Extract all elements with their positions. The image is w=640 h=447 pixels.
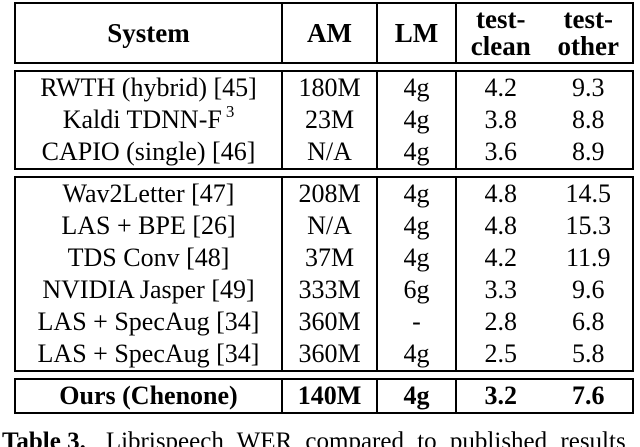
cell-test-other: 5.8: [572, 339, 605, 368]
header-test-clean: test- clean: [470, 4, 531, 61]
cell-test-other: 9.6: [572, 275, 605, 304]
cell-am: 360M: [283, 338, 378, 370]
table-row: LAS + BPE [26] N/A 4g 4.8 15.3: [16, 210, 632, 242]
cell-test-other: 8.9: [572, 137, 605, 166]
cell-test-clean: 3.6: [484, 137, 518, 166]
cell-test-clean: 4.2: [484, 243, 518, 272]
cell-lm: 4g: [378, 338, 457, 370]
cell-test-clean: 4.8: [484, 211, 518, 240]
cell-system: Kaldi TDNN-F 3: [16, 103, 283, 136]
cell-test-other: 8.8: [572, 105, 605, 134]
header-test-columns: test- clean test- other: [457, 4, 632, 62]
header-test-other: test- other: [557, 4, 619, 61]
cell-lm: 4g: [378, 380, 457, 412]
cell-test-clean: 3.2: [484, 381, 518, 410]
cell-test-results: 3.6 8.9: [457, 136, 632, 168]
cell-test-clean: 3.3: [484, 275, 518, 304]
table-row: Ours (Chenone) 140M 4g 3.2 7.6: [16, 380, 632, 412]
cell-test-results: 3.8 8.8: [457, 104, 632, 136]
cell-test-clean: 4.2: [484, 73, 518, 102]
cell-test-results: 4.2 9.3: [457, 72, 632, 104]
cell-system: CAPIO (single) [46]: [16, 136, 283, 168]
cell-test-results: 3.3 9.6: [457, 274, 632, 306]
cell-am: 37M: [283, 242, 378, 274]
cell-test-results: 3.2 7.6: [457, 380, 632, 412]
table-section-ours: Ours (Chenone) 140M 4g 3.2 7.6: [14, 378, 634, 414]
table-row: RWTH (hybrid) [45] 180M 4g 4.2 9.3: [16, 72, 632, 104]
cell-system: LAS + BPE [26]: [16, 210, 283, 242]
table-row: LAS + SpecAug [34] 360M 4g 2.5 5.8: [16, 338, 632, 370]
cell-test-results: 4.8 14.5: [457, 178, 632, 210]
header-am: AM: [283, 4, 378, 62]
cell-system: RWTH (hybrid) [45]: [16, 72, 283, 104]
cell-test-results: 2.8 6.8: [457, 306, 632, 338]
cell-test-other: 11.9: [565, 243, 611, 272]
cell-test-clean: 2.5: [484, 339, 518, 368]
cell-lm: 6g: [378, 274, 457, 306]
cell-system: TDS Conv [48]: [16, 242, 283, 274]
cell-lm: 4g: [378, 104, 457, 136]
cell-test-results: 4.2 11.9: [457, 242, 632, 274]
cell-lm: 4g: [378, 242, 457, 274]
cell-am: N/A: [283, 136, 378, 168]
table-row: TDS Conv [48] 37M 4g 4.2 11.9: [16, 242, 632, 274]
cell-test-other: 15.3: [565, 211, 612, 240]
header-system: System: [16, 4, 283, 62]
cell-lm: -: [378, 306, 457, 338]
cell-test-other: 14.5: [565, 179, 612, 208]
table-row: Kaldi TDNN-F 3 23M 4g 3.8 8.8: [16, 103, 632, 136]
cell-am: 333M: [283, 274, 378, 306]
cell-am: 140M: [283, 380, 378, 412]
cell-system: Ours (Chenone): [16, 380, 283, 412]
cell-system: LAS + SpecAug [34]: [16, 338, 283, 370]
cell-test-other: 7.6: [572, 381, 605, 410]
cell-lm: 4g: [378, 72, 457, 104]
cell-system: NVIDIA Jasper [49]: [16, 274, 283, 306]
cell-system: Wav2Letter [47]: [16, 178, 283, 210]
table-row: LAS + SpecAug [34] 360M -2.8 6.8: [16, 306, 632, 338]
cell-test-clean: 2.8: [484, 307, 518, 336]
cell-system: LAS + SpecAug [34]: [16, 306, 283, 338]
cell-am: 360M: [283, 306, 378, 338]
table-caption-label: Table 3.: [2, 428, 86, 447]
cell-lm: 4g: [378, 210, 457, 242]
header-lm: LM: [378, 4, 457, 62]
cell-am: 208M: [283, 178, 378, 210]
table-row: Wav2Letter [47] 208M 4g 4.8 14.5: [16, 178, 632, 210]
cell-test-clean: 4.8: [484, 179, 518, 208]
cell-test-other: 6.8: [572, 307, 605, 336]
table-section-end-to-end: Wav2Letter [47] 208M 4g 4.8 14.5 LAS + BPE [2…: [14, 176, 634, 372]
cell-am: 180M: [283, 72, 378, 104]
cell-test-results: 4.8 15.3: [457, 210, 632, 242]
cell-test-other: 9.3: [572, 73, 605, 102]
table-section-baselines: RWTH (hybrid) [45] 180M 4g 4.2 9.3 Kaldi TDNN…: [14, 70, 634, 170]
table-row: CAPIO (single) [46] N/A 4g 3.6 8.9: [16, 136, 632, 168]
table-caption: Table 3. Librispeech WER compared to publ…: [2, 427, 638, 447]
cell-am: N/A: [283, 210, 378, 242]
table-header: System AM LM test- clean test- other: [14, 2, 634, 64]
table-caption-text: Librispeech WER compared to published re…: [105, 428, 626, 447]
header-row: System AM LM test- clean test- other: [16, 4, 632, 62]
cell-lm: 4g: [378, 178, 457, 210]
cell-test-results: 2.5 5.8: [457, 338, 632, 370]
cell-am: 23M: [283, 104, 378, 136]
table-row: NVIDIA Jasper [49] 333M 6g 3.3 9.6: [16, 274, 632, 306]
cell-lm: 4g: [378, 136, 457, 168]
cell-test-clean: 3.8: [484, 105, 518, 134]
